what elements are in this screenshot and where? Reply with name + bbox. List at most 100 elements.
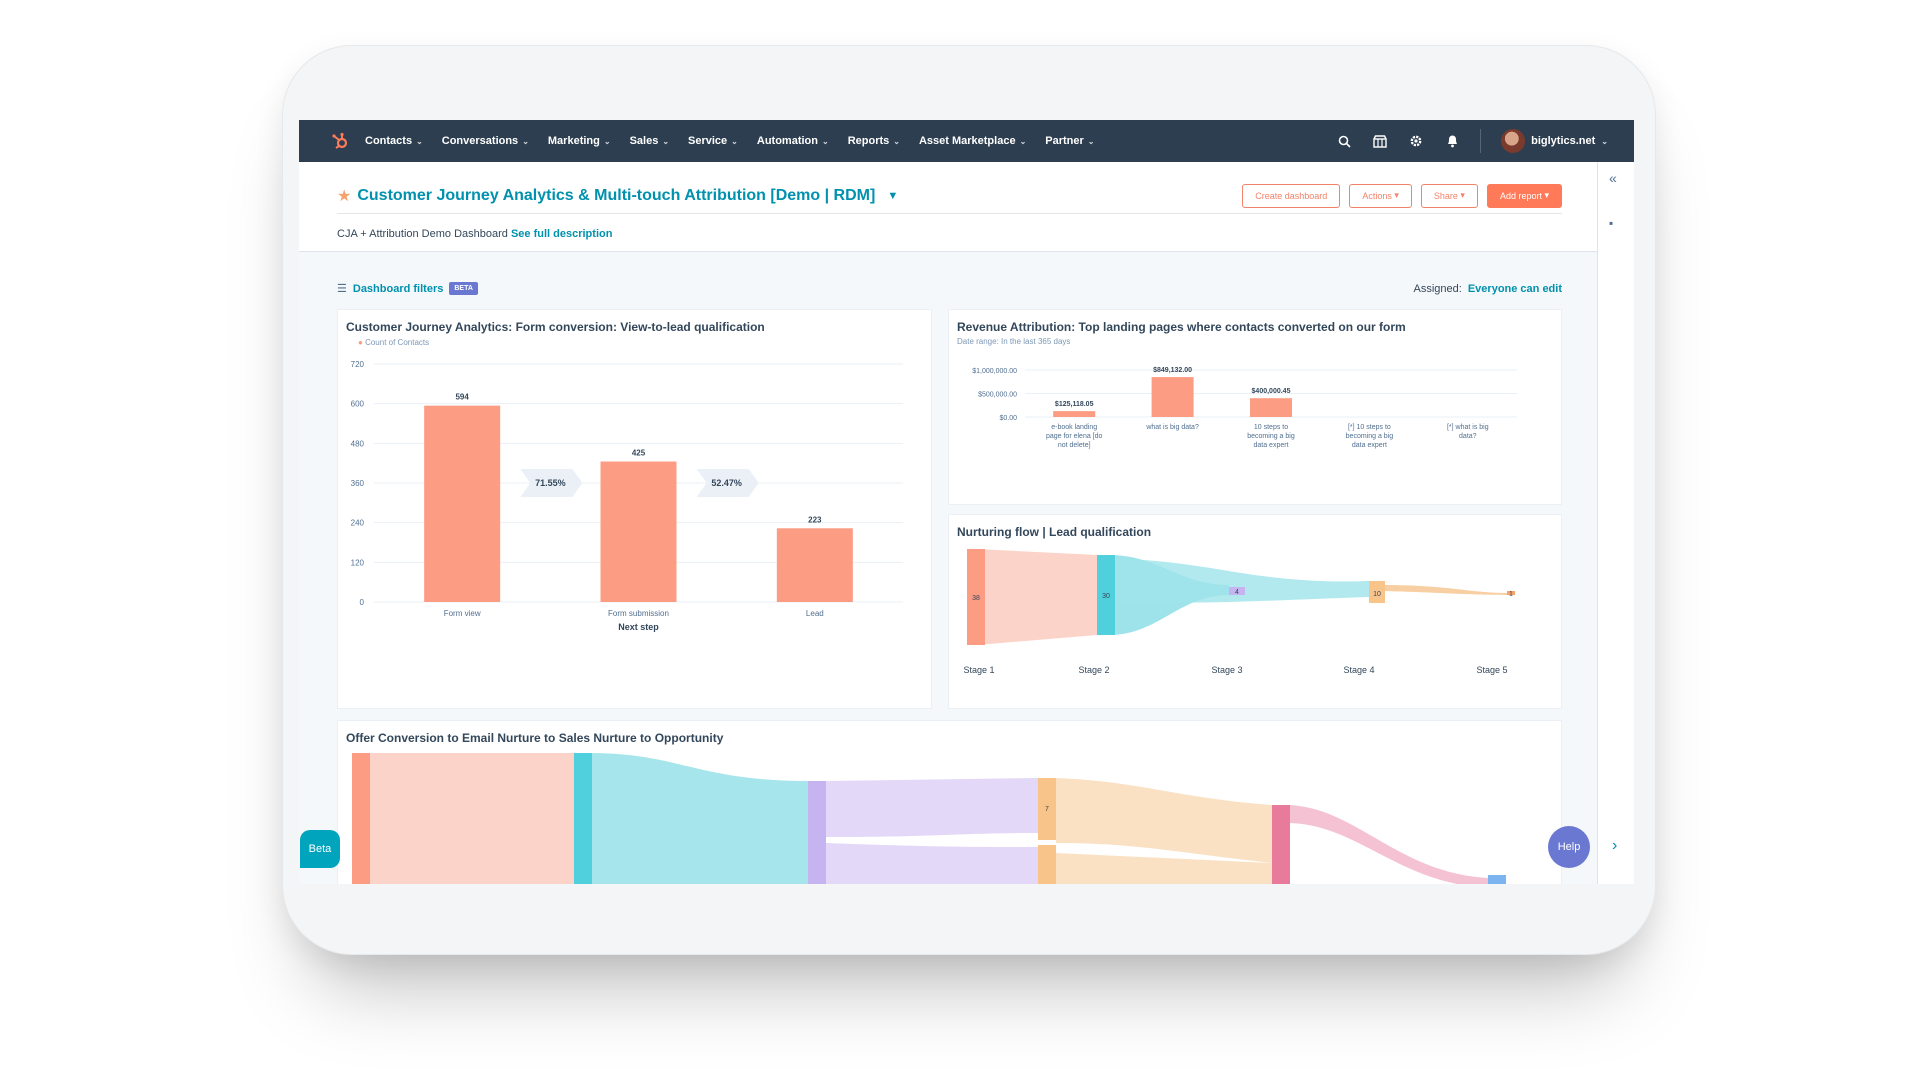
- help-button[interactable]: Help: [1548, 826, 1590, 868]
- app-screen: Contacts ⌄ Conversations ⌄ Marketing ⌄ Sale…: [299, 120, 1634, 884]
- nav-label: Conversations: [441, 135, 519, 147]
- chevron-down-icon: ⌄: [603, 136, 611, 146]
- assigned-value-link[interactable]: Everyone can edit: [1467, 283, 1562, 295]
- marketplace-icon[interactable]: [1372, 133, 1388, 149]
- dashboard-header: ★ Customer Journey Analytics & Multi-tou…: [337, 178, 1562, 214]
- node-value: 1: [1509, 591, 1513, 598]
- flow-band: [1056, 853, 1272, 884]
- assigned-info: Assigned: Everyone can edit: [1414, 283, 1562, 295]
- y-tick-label: 360: [351, 479, 365, 488]
- report-date-range: Date range: In the last 365 days: [957, 337, 1071, 346]
- stage-label: Stage 1: [963, 665, 994, 675]
- nav-label: Sales: [629, 135, 659, 147]
- add-report-label: Add report: [1499, 190, 1542, 201]
- nav-label: Marketing: [547, 135, 600, 147]
- node-value: 10: [1373, 591, 1381, 598]
- revenue-report-card[interactable]: Revenue Attribution: Top landing pages w…: [948, 309, 1562, 505]
- stage-label: Stage 3: [1211, 665, 1242, 675]
- chevron-right-icon[interactable]: ›: [1612, 837, 1618, 854]
- node-value: 7: [1045, 806, 1049, 813]
- nav-conversations[interactable]: Conversations ⌄: [442, 135, 529, 147]
- header-actions: Create dashboard Actions ▾ Share ▾ Add r…: [1242, 183, 1562, 208]
- star-icon[interactable]: ★: [337, 187, 352, 205]
- sankey-node: [1488, 875, 1506, 884]
- report-title: Offer Conversion to Email Nurture to Sal…: [346, 731, 724, 745]
- nav-marketing[interactable]: Marketing ⌄: [548, 135, 611, 147]
- see-full-description-link[interactable]: See full description: [510, 228, 613, 240]
- bar-value-label: 223: [808, 515, 822, 524]
- nav-service[interactable]: Service ⌄: [688, 135, 738, 147]
- conversion-arrow: [520, 469, 583, 497]
- account-name: biglytics.net: [1531, 135, 1596, 147]
- y-tick-label: 480: [351, 439, 365, 448]
- bell-icon[interactable]: [1444, 133, 1460, 149]
- actions-button[interactable]: Actions ▾: [1349, 183, 1412, 208]
- sankey-node: [1038, 845, 1056, 884]
- chevron-down-icon: ⌄: [416, 136, 423, 146]
- nav-automation[interactable]: Automation ⌄: [757, 135, 829, 147]
- flow-band: [826, 778, 1038, 837]
- dashboard-filters[interactable]: ☰ Dashboard filters BETA: [337, 282, 478, 295]
- sankey-node: [967, 549, 985, 645]
- account-menu[interactable]: biglytics.net ⌄: [1501, 129, 1608, 153]
- offer-conversion-card[interactable]: Offer Conversion to Email Nurture to Sal…: [337, 720, 1562, 884]
- nav-divider: [1480, 129, 1482, 153]
- funnel-bar: [600, 461, 677, 602]
- sankey-node: [1229, 587, 1245, 595]
- sprocket-logo-icon[interactable]: [323, 120, 357, 162]
- node-value: 4: [1235, 589, 1239, 596]
- stage-label: Stage 2: [1078, 665, 1109, 675]
- bar-value-label: $849,132.00: [1153, 367, 1192, 374]
- x-tick-label: [*] what is big data?: [1447, 424, 1489, 440]
- revenue-bar: [1250, 398, 1292, 417]
- nav-label: Automation: [756, 135, 818, 147]
- chevron-down-icon: ⌄: [893, 136, 900, 146]
- create-dashboard-button[interactable]: Create dashboard: [1242, 183, 1341, 208]
- flow-band: [977, 549, 1097, 645]
- collapse-icon[interactable]: «: [1609, 170, 1617, 186]
- y-tick-label: $500,000.00: [978, 392, 1017, 399]
- beta-feedback-button[interactable]: Beta: [300, 830, 340, 868]
- avatar: [1501, 129, 1526, 153]
- x-tick-label: e-book landing page for elena [do not dele…: [1046, 424, 1103, 449]
- nav-contacts[interactable]: Contacts ⌄: [365, 135, 423, 147]
- x-tick-label: [*] 10 steps to becoming a big data expert: [1346, 424, 1394, 449]
- flow-band: [1056, 778, 1272, 863]
- sankey-node: [352, 753, 370, 884]
- nurture-report-card[interactable]: Nurturing flow | Lead qualification 38 3…: [948, 514, 1562, 709]
- gear-icon[interactable]: [1408, 133, 1424, 149]
- filters-label: Dashboard filters: [352, 282, 444, 295]
- conversion-rate-label: 71.55%: [535, 478, 566, 488]
- legend-label: Count of Contacts: [365, 338, 430, 347]
- chevron-down-icon: ⌄: [1019, 136, 1027, 146]
- search-icon[interactable]: [1336, 133, 1352, 149]
- nav-reports[interactable]: Reports ⌄: [848, 135, 900, 147]
- chat-icon[interactable]: ▪: [1609, 216, 1614, 230]
- x-tick-label: Form view: [444, 609, 481, 618]
- y-tick-label: $1,000,000.00: [972, 368, 1017, 375]
- nav-asset-marketplace[interactable]: Asset Marketplace ⌄: [919, 135, 1026, 147]
- share-button[interactable]: Share ▾: [1420, 183, 1478, 208]
- flow-band: [826, 843, 1038, 884]
- nav-sales[interactable]: Sales ⌄: [630, 135, 669, 147]
- share-label: Share: [1433, 190, 1458, 201]
- flow-band: [1109, 559, 1369, 603]
- sankey-node: [1507, 591, 1515, 595]
- nav-label: Contacts: [365, 135, 413, 147]
- sankey-node: [1097, 555, 1115, 635]
- page-title: Customer Journey Analytics & Multi-touch…: [357, 186, 876, 204]
- bar-value-label: $400,000.45: [1252, 388, 1291, 395]
- sankey-node: [1272, 805, 1290, 884]
- dashboard-switcher-dropdown[interactable]: ▼: [887, 189, 899, 202]
- bar-value-label: 425: [632, 449, 646, 458]
- report-title: Nurturing flow | Lead qualification: [957, 525, 1152, 539]
- nav-partner[interactable]: Partner ⌄: [1045, 135, 1094, 147]
- revenue-chart: $0.00 $500,000.00 $1,000,000.00 $125,118.05…: [972, 367, 1517, 449]
- funnel-report-card[interactable]: Customer Journey Analytics: Form convers…: [337, 309, 932, 709]
- stage-label: Stage 5: [1476, 665, 1507, 675]
- chevron-down-icon: ⌄: [662, 136, 670, 146]
- add-report-button[interactable]: Add report ▾: [1486, 183, 1562, 208]
- chevron-down-icon: ⌄: [1087, 136, 1095, 146]
- x-tick-label: Form submission: [608, 609, 669, 618]
- nav-label: Service: [688, 135, 728, 147]
